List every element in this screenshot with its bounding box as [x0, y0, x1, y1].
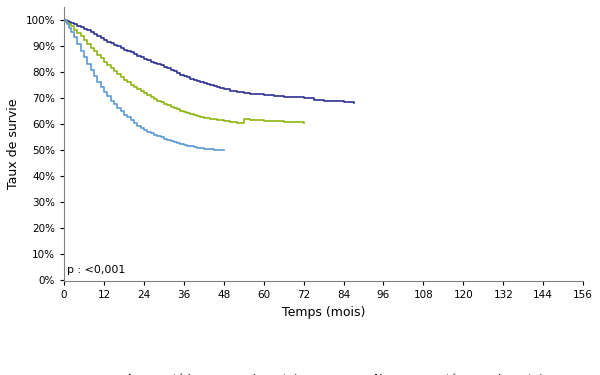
- Text: p : <0,001: p : <0,001: [67, 265, 126, 275]
- Y-axis label: Taux de survie: Taux de survie: [7, 99, 20, 189]
- X-axis label: Temps (mois): Temps (mois): [282, 306, 365, 319]
- Legend: Apparenté hors sang placentaire, Non apparenté hors sang placentaire, Non appare: Apparenté hors sang placentaire, Non app…: [89, 369, 559, 375]
